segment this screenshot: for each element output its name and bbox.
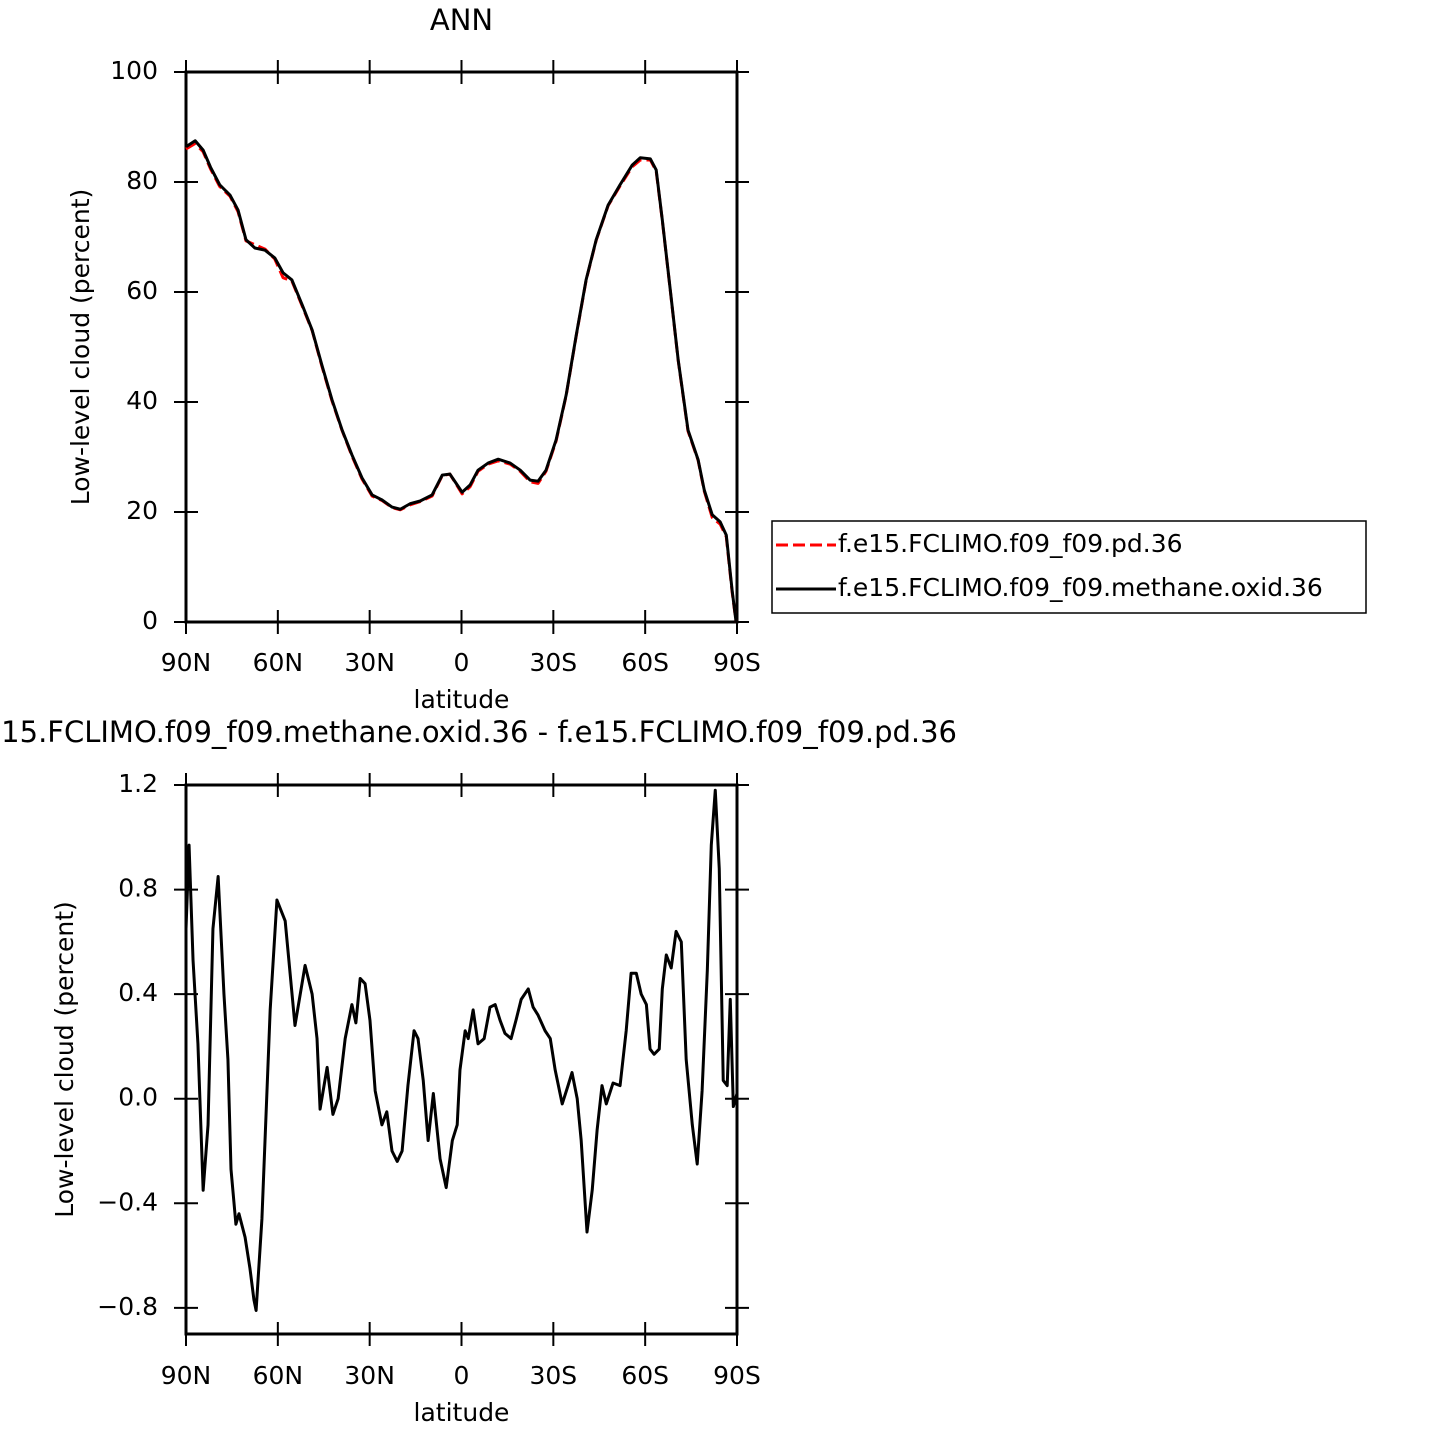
- x-tick-label: 30S: [529, 1361, 577, 1390]
- x-tick-label: 90N: [161, 1361, 212, 1390]
- x-tick-label: 90S: [713, 648, 761, 677]
- y-tick-label: −0.4: [97, 1187, 158, 1216]
- y-tick-label: 100: [110, 56, 158, 85]
- x-axis-label: latitude: [414, 1398, 510, 1427]
- y-tick-label: 1.2: [118, 769, 158, 798]
- plot-frame: [184, 70, 739, 624]
- x-tick-label: 90S: [713, 1361, 761, 1390]
- x-tick-label: 30N: [344, 648, 395, 677]
- data-line: [184, 788, 739, 1312]
- data-line: [185, 139, 738, 623]
- y-tick-label: 0.0: [118, 1083, 158, 1112]
- x-tick-label: 0: [454, 1361, 470, 1390]
- y-axis-label: Low-level cloud (percent): [66, 189, 95, 506]
- data-line: [185, 142, 738, 623]
- y-tick-label: 0.8: [118, 874, 158, 903]
- x-tick-label: 60N: [253, 1361, 304, 1390]
- y-tick-label: 60: [126, 276, 158, 305]
- x-tick-label: 90N: [161, 648, 212, 677]
- x-tick-label: 60S: [621, 1361, 669, 1390]
- legend-box: [771, 520, 1367, 614]
- chart-title: f.e15.FCLIMO.f09_f09.methane.oxid.36 - f…: [0, 715, 957, 749]
- y-tick-label: 40: [126, 386, 158, 415]
- y-tick-label: −0.8: [97, 1292, 158, 1321]
- y-axis-label: Low-level cloud (percent): [50, 901, 79, 1218]
- y-tick-label: 20: [126, 496, 158, 525]
- x-axis-label: latitude: [414, 685, 510, 714]
- x-tick-label: 60N: [253, 648, 304, 677]
- x-tick-label: 0: [454, 648, 470, 677]
- y-tick-label: 0.4: [118, 978, 158, 1007]
- legend-label: f.e15.FCLIMO.f09_f09.methane.oxid.36: [838, 573, 1323, 602]
- x-tick-label: 30S: [529, 648, 577, 677]
- legend-label: f.e15.FCLIMO.f09_f09.pd.36: [838, 529, 1183, 558]
- x-tick-label: 30N: [344, 1361, 395, 1390]
- y-tick-label: 80: [126, 166, 158, 195]
- x-tick-label: 60S: [621, 648, 669, 677]
- y-tick-label: 0: [142, 606, 158, 635]
- chart-title: ANN: [430, 3, 493, 37]
